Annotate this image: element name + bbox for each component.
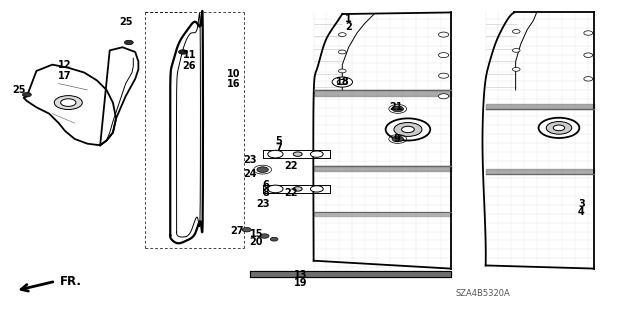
Text: 7: 7 [275,144,282,153]
Text: 9: 9 [393,134,400,144]
Text: 18: 18 [335,77,349,87]
Circle shape [553,125,564,131]
Circle shape [394,122,422,137]
Circle shape [268,150,283,158]
Text: 16: 16 [227,78,241,89]
Circle shape [337,79,348,85]
Circle shape [310,151,323,157]
Text: 5: 5 [275,136,282,145]
Text: 10: 10 [227,69,241,79]
Text: 22: 22 [285,188,298,198]
Text: 21: 21 [390,102,403,112]
Circle shape [438,73,449,78]
Text: 3: 3 [578,199,584,209]
Circle shape [339,33,346,36]
Circle shape [513,30,520,33]
Circle shape [268,185,283,193]
Text: 23: 23 [256,199,269,209]
Circle shape [539,118,579,138]
Text: 20: 20 [250,237,263,247]
Text: SZA4B5320A: SZA4B5320A [455,289,510,298]
Circle shape [339,69,346,73]
Text: 23: 23 [243,154,257,165]
Text: 25: 25 [13,85,26,95]
Circle shape [392,106,403,112]
Circle shape [339,50,346,54]
Circle shape [270,237,278,241]
Text: 24: 24 [243,169,257,179]
Text: 11: 11 [182,50,196,60]
Circle shape [310,186,323,192]
Text: 25: 25 [119,17,132,27]
Text: 6: 6 [262,180,269,190]
Text: 27: 27 [230,226,244,236]
Circle shape [257,167,268,173]
Circle shape [546,122,572,134]
Circle shape [332,77,353,87]
Circle shape [293,187,302,191]
Circle shape [22,93,31,97]
Circle shape [124,40,133,45]
Circle shape [61,99,76,106]
Text: 1: 1 [346,14,352,24]
Circle shape [243,227,251,232]
Circle shape [584,53,593,57]
Circle shape [179,50,188,54]
Text: FR.: FR. [60,275,82,288]
Circle shape [54,96,83,109]
Circle shape [584,77,593,81]
Circle shape [438,53,449,58]
Circle shape [513,68,520,71]
Circle shape [392,136,403,142]
Text: 12: 12 [58,60,72,70]
Circle shape [293,152,302,156]
Text: 19: 19 [294,278,308,288]
Text: 22: 22 [285,161,298,171]
Text: 8: 8 [262,188,269,198]
Circle shape [513,48,520,52]
Text: 4: 4 [578,207,584,217]
Circle shape [438,32,449,37]
Text: 26: 26 [182,61,196,71]
Circle shape [401,126,414,133]
Circle shape [438,94,449,99]
Circle shape [260,234,269,238]
Circle shape [584,31,593,35]
Text: 13: 13 [294,270,308,280]
Text: 15: 15 [250,229,263,239]
Text: 17: 17 [58,71,72,81]
Text: 2: 2 [346,22,352,32]
Circle shape [386,118,430,141]
